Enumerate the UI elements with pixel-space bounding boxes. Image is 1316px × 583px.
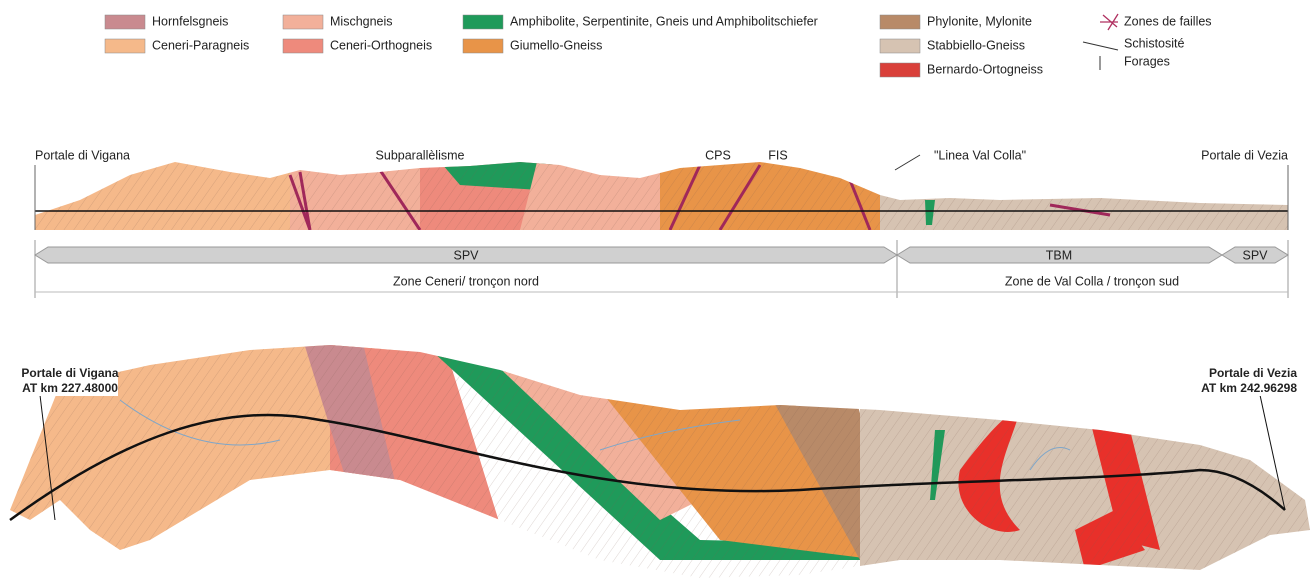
map-labels (22, 366, 1299, 396)
legend-label: Stabbiello-Gneiss (927, 38, 1025, 52)
portal-km: AT km 227.48000 (22, 381, 118, 395)
cross-section (35, 162, 1288, 230)
legend-label: Hornfelsgneis (152, 14, 228, 28)
legend-label: Bernardo-Ortogneiss (927, 62, 1043, 76)
method-label: SPV (453, 248, 479, 262)
legend-label: Schistosité (1124, 36, 1184, 50)
method-bars (34, 240, 1289, 298)
legend-swatch (104, 38, 146, 54)
legend-swatch (462, 38, 504, 54)
portal-name: Portale di Vigana (21, 366, 118, 380)
legend-label: Forages (1124, 54, 1170, 68)
profile-label: CPS (705, 148, 731, 162)
legend-label: Mischgneis (330, 14, 393, 28)
portal-name: Portale di Vezia (1209, 366, 1297, 380)
profile-label: Subparallèlisme (376, 148, 465, 162)
profile-label: Portale di Vezia (1201, 148, 1288, 162)
legend-swatch (104, 14, 146, 30)
legend-swatch (879, 62, 921, 78)
method-label: SPV (1242, 248, 1268, 262)
legend-label: Ceneri-Paragneis (152, 38, 249, 52)
legend-label: Giumello-Gneiss (510, 38, 602, 52)
legend-label: Phylonite, Mylonite (927, 14, 1032, 28)
legend-swatch (282, 38, 324, 54)
zone-label: Zone Ceneri/ tronçon nord (393, 274, 539, 288)
legend-label: Zones de failles (1124, 14, 1212, 28)
geological-map (10, 345, 1310, 578)
legend-symbols: Zones de failles Schistosité Forages (1082, 13, 1212, 70)
legend-swatch (879, 14, 921, 30)
legend-label: Amphibolite, Serpentinite, Gneis und Amp… (510, 14, 818, 28)
profile-label: "Linea Val Colla" (934, 148, 1026, 162)
profile-label: FIS (768, 148, 787, 162)
legend-swatch (462, 14, 504, 30)
legend-label: Ceneri-Orthogneis (330, 38, 432, 52)
zone-label: Zone de Val Colla / tronçon sud (1005, 274, 1179, 288)
portal-km: AT km 242.96298 (1201, 381, 1297, 395)
profile-label: Portale di Vigana (35, 148, 130, 162)
method-label: TBM (1046, 248, 1072, 262)
legend-swatch (879, 38, 921, 54)
legend-swatch (282, 14, 324, 30)
